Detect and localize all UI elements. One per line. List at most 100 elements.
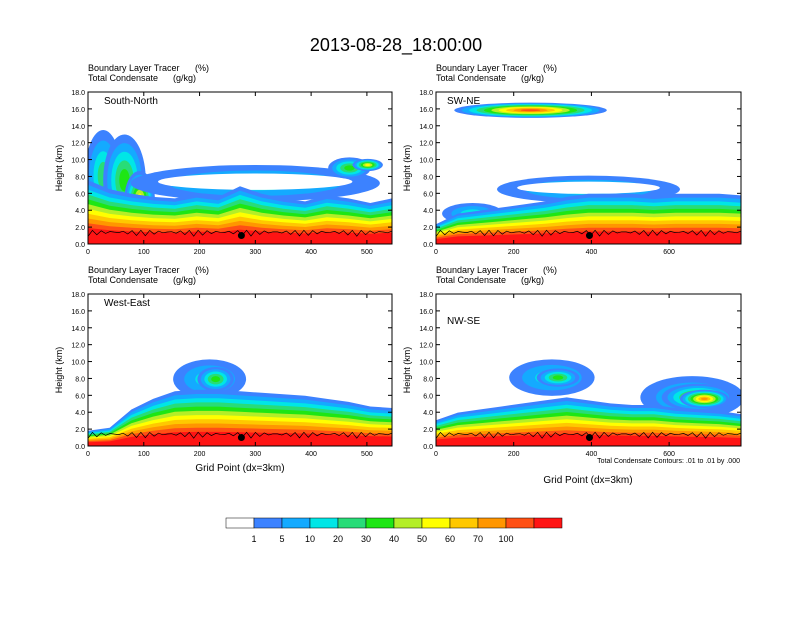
- x-tick-label: 300: [249, 451, 261, 458]
- plot-area-south-north: 0.0 2.0 4.0 6.0 8.0 10.0 12.0 14.0 16.0 18.0 0 100 2…: [54, 90, 392, 256]
- figure-canvas: 2013-08-28_18:00:00 Boundary Layer Trace…: [0, 0, 792, 612]
- x-tick-label: 0: [434, 451, 438, 458]
- contour-variable-label: Total Condensate: [88, 73, 158, 83]
- panel-south-north: Boundary Layer Tracer (%) Total Condensa…: [54, 63, 392, 256]
- y-tick-label: 4.0: [423, 208, 433, 215]
- location-marker: [238, 232, 245, 239]
- y-tick-label: 0.0: [75, 242, 85, 249]
- x-tick-label: 0: [86, 249, 90, 256]
- contour-units-label: (g/kg): [521, 275, 544, 285]
- y-tick-label: 8.0: [423, 174, 433, 181]
- y-axis-label: Height (km): [54, 145, 64, 192]
- y-tick-label: 16.0: [419, 107, 433, 114]
- fill-units-label: (%): [195, 63, 209, 73]
- contour-info-label: Total Condensate Contours: .01 to .01 by…: [597, 458, 740, 465]
- fill-units-label: (%): [195, 265, 209, 275]
- tracer-contour-fill: [521, 109, 540, 111]
- colorbar-swatch: [226, 518, 254, 528]
- colorbar-swatch: [534, 518, 562, 528]
- colorbar-label: 10: [305, 534, 315, 544]
- y-tick-label: 8.0: [75, 174, 85, 181]
- tracer-contour-fill: [553, 375, 563, 379]
- panel-sw-ne: Boundary Layer Tracer (%) Total Condensa…: [402, 63, 741, 256]
- colorbar-label: 60: [445, 534, 455, 544]
- y-tick-label: 18.0: [419, 292, 433, 299]
- colorbar-label: 1: [251, 534, 256, 544]
- x-tick-label: 400: [305, 249, 317, 256]
- x-tick-label: 100: [138, 249, 150, 256]
- colorbar-label: 20: [333, 534, 343, 544]
- y-tick-label: 18.0: [71, 292, 85, 299]
- colorbar-label: 50: [417, 534, 427, 544]
- y-tick-label: 4.0: [75, 410, 85, 417]
- panel-west-east: Boundary Layer Tracer (%) Total Condensa…: [54, 265, 392, 474]
- x-tick-label: 300: [249, 249, 261, 256]
- y-tick-label: 0.0: [423, 242, 433, 249]
- colorbar-label: 40: [389, 534, 399, 544]
- x-tick-label: 500: [361, 249, 373, 256]
- x-tick-label: 200: [508, 249, 520, 256]
- colorbar-swatch: [254, 518, 282, 528]
- y-tick-label: 6.0: [75, 393, 85, 400]
- y-tick-label: 2.0: [423, 225, 433, 232]
- colorbar-swatch: [394, 518, 422, 528]
- x-axis-label: Grid Point (dx=3km): [195, 463, 284, 474]
- fill-variable-label: Boundary Layer Tracer: [88, 63, 180, 73]
- panel-name-label: West-East: [104, 298, 150, 309]
- y-tick-label: 12.0: [419, 343, 433, 350]
- x-tick-label: 400: [305, 451, 317, 458]
- y-tick-label: 10.0: [71, 360, 85, 367]
- tracer-contour-fill: [211, 376, 220, 382]
- y-tick-label: 6.0: [423, 191, 433, 198]
- y-axis-label: Height (km): [402, 145, 412, 192]
- y-tick-label: 6.0: [75, 191, 85, 198]
- x-tick-label: 0: [434, 249, 438, 256]
- fill-variable-label: Boundary Layer Tracer: [436, 265, 528, 275]
- colorbar-swatch: [310, 518, 338, 528]
- colorbar-swatch: [338, 518, 366, 528]
- colorbar-swatch: [366, 518, 394, 528]
- x-tick-label: 100: [138, 451, 150, 458]
- tracer-gap: [517, 182, 660, 194]
- plot-area-sw-ne: 0.0 2.0 4.0 6.0 8.0 10.0 12.0 14.0 16.0 18.0 0 200 4…: [402, 90, 741, 256]
- y-tick-label: 0.0: [423, 444, 433, 451]
- colorbar-swatch: [450, 518, 478, 528]
- y-tick-label: 2.0: [423, 427, 433, 434]
- y-tick-label: 18.0: [419, 90, 433, 97]
- location-marker: [238, 434, 245, 441]
- y-tick-label: 10.0: [71, 158, 85, 165]
- y-tick-label: 6.0: [423, 393, 433, 400]
- y-tick-label: 14.0: [71, 326, 85, 333]
- y-tick-label: 12.0: [71, 141, 85, 148]
- panel-name-label: NW-SE: [447, 316, 480, 327]
- y-tick-label: 8.0: [75, 376, 85, 383]
- colorbar-label: 5: [279, 534, 284, 544]
- x-tick-label: 200: [194, 249, 206, 256]
- contour-units-label: (g/kg): [173, 275, 196, 285]
- x-tick-label: 400: [586, 451, 598, 458]
- y-tick-label: 4.0: [75, 208, 85, 215]
- x-tick-label: 500: [361, 451, 373, 458]
- x-tick-label: 200: [508, 451, 520, 458]
- y-tick-label: 14.0: [419, 124, 433, 131]
- y-tick-label: 4.0: [423, 410, 433, 417]
- y-tick-label: 12.0: [71, 343, 85, 350]
- x-tick-label: 600: [663, 451, 675, 458]
- y-tick-label: 14.0: [71, 124, 85, 131]
- tracer-gap: [158, 173, 352, 189]
- y-tick-label: 16.0: [71, 309, 85, 316]
- y-axis-label: Height (km): [402, 347, 412, 394]
- contour-variable-label: Total Condensate: [436, 275, 506, 285]
- x-tick-label: 600: [663, 249, 675, 256]
- x-tick-label: 0: [86, 451, 90, 458]
- y-tick-label: 2.0: [75, 225, 85, 232]
- colorbar-label: 70: [473, 534, 483, 544]
- y-axis-label: Height (km): [54, 347, 64, 394]
- x-axis-label: Grid Point (dx=3km): [543, 475, 632, 486]
- fill-variable-label: Boundary Layer Tracer: [88, 265, 180, 275]
- colorbar-swatch: [506, 518, 534, 528]
- y-tick-label: 12.0: [419, 141, 433, 148]
- tracer-contour-fill: [365, 164, 370, 166]
- y-tick-label: 10.0: [419, 158, 433, 165]
- y-tick-label: 18.0: [71, 90, 85, 97]
